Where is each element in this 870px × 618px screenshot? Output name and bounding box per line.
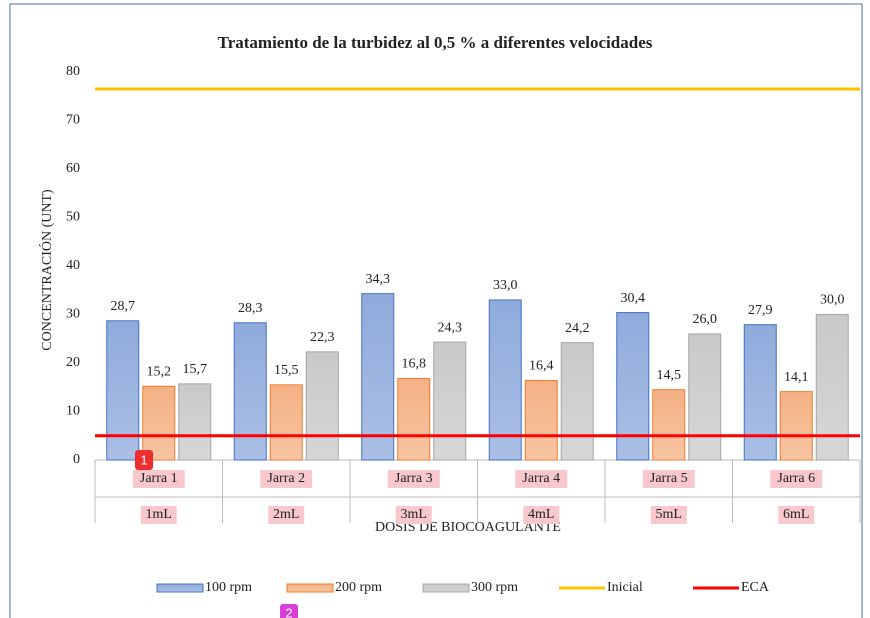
legend-label: 300 rpm <box>471 580 518 595</box>
x-tick-label: Jarra 3 <box>395 471 433 486</box>
bar <box>652 389 686 461</box>
bar <box>397 378 431 461</box>
highlight <box>140 506 177 524</box>
bar <box>779 391 813 461</box>
data-label: 28,7 <box>111 299 136 314</box>
data-label: 34,3 <box>366 272 391 287</box>
y-tick-label: 60 <box>66 161 80 176</box>
highlight <box>778 506 815 524</box>
bar <box>233 322 267 461</box>
data-label: 22,3 <box>310 330 335 345</box>
highlight <box>770 470 823 488</box>
y-tick-label: 40 <box>66 258 80 273</box>
x-subcategory-label: 1mL <box>146 507 172 522</box>
x-subcategory-label: 4mL <box>528 507 554 522</box>
data-label: 15,7 <box>183 362 208 377</box>
x-subcategory-label: 2mL <box>273 507 299 522</box>
marker-label: 1 <box>140 452 147 467</box>
legend-label: ECA <box>741 580 770 595</box>
y-tick-label: 30 <box>66 307 80 322</box>
legend-swatch <box>156 583 204 593</box>
legend-label: 200 rpm <box>335 580 382 595</box>
marker-label: 2 <box>285 605 292 618</box>
data-label: 30,4 <box>621 291 646 306</box>
marker-badge <box>135 450 153 470</box>
x-subcategory-label: 3mL <box>401 507 427 522</box>
bar <box>178 383 212 461</box>
data-label: 24,2 <box>565 321 590 336</box>
data-label: 14,5 <box>657 368 682 383</box>
y-tick-label: 10 <box>66 404 80 419</box>
bar <box>106 320 140 461</box>
legend-label: Inicial <box>607 580 643 595</box>
highlight <box>387 470 440 488</box>
data-label: 27,9 <box>748 303 773 318</box>
y-tick-label: 20 <box>66 355 80 370</box>
bar <box>305 351 339 461</box>
highlight <box>132 470 185 488</box>
data-label: 15,5 <box>274 363 299 378</box>
bar <box>616 312 650 461</box>
bar <box>488 299 522 461</box>
x-tick-label: Jarra 6 <box>777 471 815 486</box>
data-label: 24,3 <box>438 320 463 335</box>
data-label: 15,2 <box>147 364 172 379</box>
highlight <box>268 506 305 524</box>
bar <box>743 324 777 461</box>
bar <box>815 314 849 461</box>
x-tick-label: Jarra 1 <box>140 471 178 486</box>
highlight <box>395 506 432 524</box>
legend-label: 100 rpm <box>205 580 252 595</box>
data-label: 26,0 <box>693 312 718 327</box>
x-tick-label: Jarra 5 <box>650 471 688 486</box>
highlight <box>642 470 695 488</box>
y-tick-label: 70 <box>66 113 80 128</box>
highlight <box>650 506 687 524</box>
y-tick-label: 80 <box>66 64 80 79</box>
legend-swatch <box>286 583 334 593</box>
data-label: 28,3 <box>238 301 263 316</box>
x-tick-label: Jarra 4 <box>522 471 560 486</box>
data-label: 30,0 <box>820 293 845 308</box>
bar <box>433 341 467 461</box>
bar <box>560 342 594 461</box>
marker-badge <box>280 604 298 618</box>
y-tick-label: 50 <box>66 210 80 225</box>
data-label: 16,8 <box>402 357 427 372</box>
bar <box>142 385 176 461</box>
highlight <box>260 470 313 488</box>
highlight <box>523 506 560 524</box>
x-subcategory-label: 5mL <box>656 507 682 522</box>
legend-swatch <box>422 583 470 593</box>
data-label: 14,1 <box>784 370 809 385</box>
highlight <box>515 470 568 488</box>
bar <box>524 379 558 461</box>
data-label: 33,0 <box>493 278 518 293</box>
bar <box>269 384 303 461</box>
chart-title: Tratamiento de la turbidez al 0,5 % a di… <box>218 33 653 52</box>
bar <box>361 293 395 461</box>
x-subcategory-label: 6mL <box>783 507 809 522</box>
x-tick-label: Jarra 2 <box>267 471 305 486</box>
bar <box>688 333 722 461</box>
data-label: 16,4 <box>529 359 554 374</box>
y-tick-label: 0 <box>73 452 80 467</box>
y-axis-title: CONCENTRACIÓN (UNT) <box>38 189 55 351</box>
